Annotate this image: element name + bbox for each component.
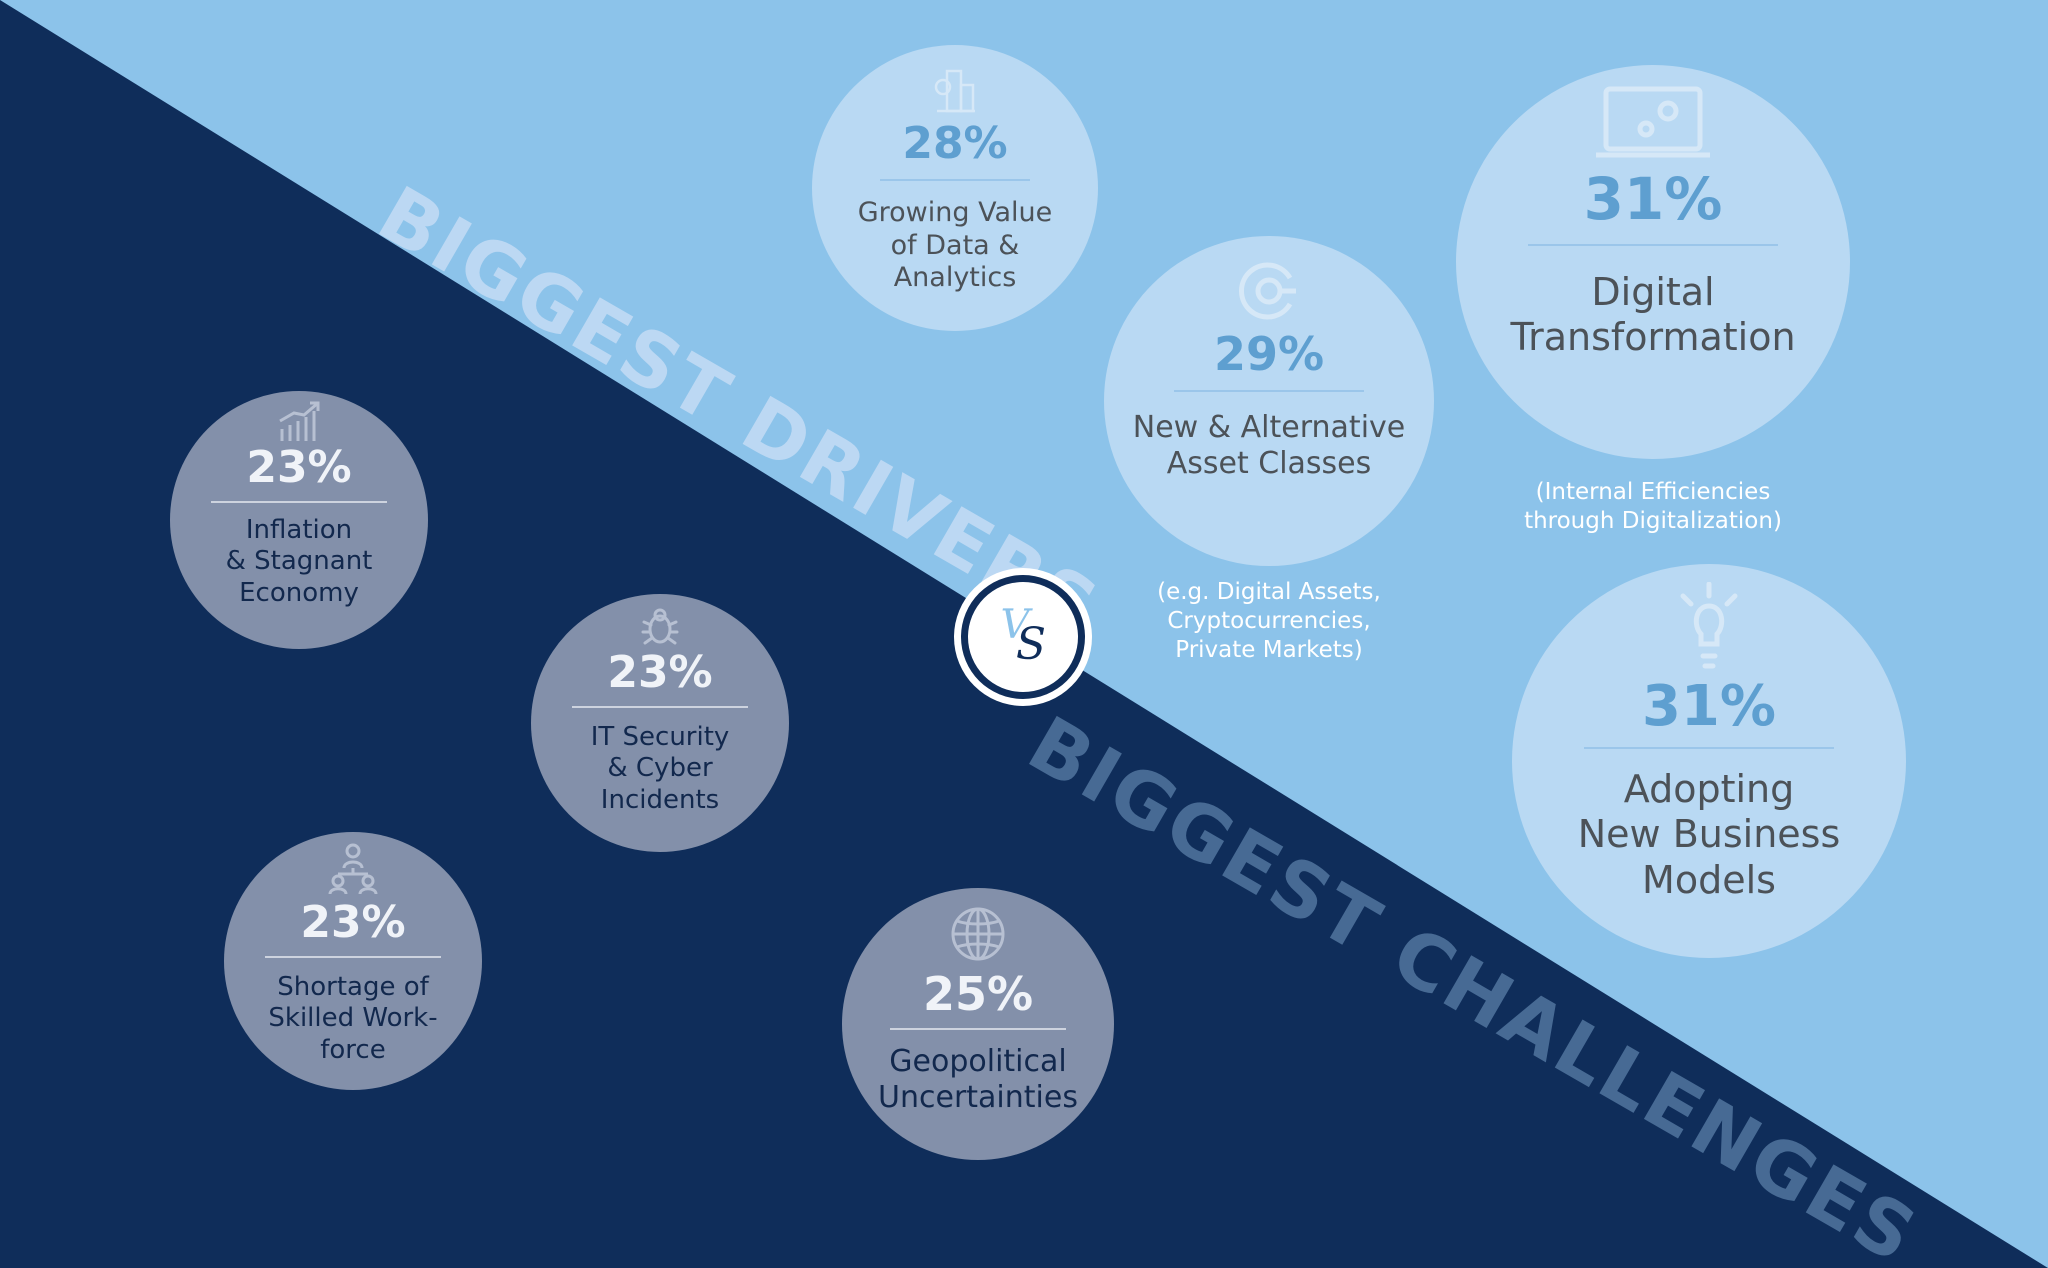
- percent: 23%: [300, 897, 406, 948]
- vs-letter-s: S: [1016, 619, 1046, 670]
- driver-bubble-asset-classes: 29% New & Alternative Asset Classes: [1104, 236, 1434, 566]
- label-line: New Business: [1577, 812, 1841, 857]
- label-line: IT Security: [590, 722, 730, 753]
- divider: [880, 179, 1030, 182]
- challenge-bubble-it-security: 23% IT Security & Cyber Incidents: [531, 594, 789, 852]
- label-line: Economy: [239, 577, 359, 608]
- divider: [265, 956, 441, 959]
- label: Adopting New Business Models: [1559, 767, 1859, 904]
- divider: [890, 1028, 1066, 1031]
- vs-letter-v: V: [1001, 602, 1034, 648]
- label-line: Asset Classes: [1166, 446, 1372, 482]
- driver-bubble-data-analytics: 28% Growing Value of Data & Analytics: [812, 45, 1098, 331]
- vs-badge: V S: [954, 568, 1092, 706]
- label-line: & Stagnant: [225, 546, 373, 577]
- percent: 31%: [1641, 674, 1777, 739]
- label-line: Models: [1642, 857, 1776, 902]
- label-line: Inflation: [245, 515, 353, 546]
- percent: 23%: [246, 442, 352, 493]
- challenge-bubble-skilled-workforce: 23% Shortage of Skilled Work- force: [224, 832, 482, 1090]
- label-line: Shortage of: [277, 972, 429, 1003]
- label: IT Security & Cyber Incidents: [560, 722, 760, 816]
- people-network-icon: [328, 843, 378, 895]
- asset-classes-icon: [1239, 262, 1296, 320]
- divider: [572, 706, 748, 709]
- divider: [1584, 746, 1834, 749]
- percent: 28%: [902, 118, 1008, 169]
- challenge-bubble-geopolitical: 25% Geopolitical Uncertainties: [842, 888, 1114, 1160]
- label-line: Transformation: [1510, 315, 1796, 360]
- percent: 29%: [1213, 327, 1325, 381]
- label-line: Growing Value: [857, 197, 1053, 229]
- percent: 31%: [1583, 165, 1723, 233]
- percent: 25%: [922, 967, 1034, 1021]
- label: Geopolitical Uncertainties: [858, 1044, 1098, 1116]
- globe-icon: [951, 907, 1005, 961]
- lightbulb-icon: [1680, 582, 1738, 669]
- label: Digital Transformation: [1483, 270, 1823, 361]
- divider: [211, 501, 387, 504]
- label-line: & Cyber: [607, 753, 713, 784]
- label-line: Skilled Work-: [268, 1003, 438, 1034]
- label-line: Uncertainties: [878, 1080, 1078, 1116]
- digital-transformation-note: (Internal Efficiencies through Digitaliz…: [1524, 479, 1782, 534]
- growth-chart-icon: [279, 401, 320, 441]
- label: Growing Value of Data & Analytics: [840, 197, 1070, 294]
- label: Shortage of Skilled Work- force: [253, 972, 453, 1066]
- label-line: Digital: [1591, 269, 1715, 314]
- label-line: Analytics: [893, 261, 1017, 293]
- label: Inflation & Stagnant Economy: [194, 515, 404, 609]
- divider: [1528, 243, 1778, 246]
- label-line: force: [320, 1034, 386, 1065]
- laptop-gears-icon: [1596, 86, 1710, 158]
- label-line: Geopolitical: [889, 1044, 1067, 1080]
- label-line: of Data &: [890, 229, 1020, 261]
- driver-bubble-digital-transformation: 31% Digital Transformation: [1456, 65, 1850, 459]
- driver-bubble-business-models: 31% Adopting New Business Models: [1512, 564, 1906, 958]
- badge-center: [968, 582, 1078, 692]
- divider: [1174, 390, 1364, 393]
- challenge-bubble-inflation: 23% Inflation & Stagnant Economy: [170, 391, 428, 649]
- percent: 23%: [607, 647, 713, 698]
- asset-classes-note: (e.g. Digital Assets, Cryptocurrencies, …: [1157, 579, 1381, 663]
- label-line: Incidents: [600, 784, 720, 815]
- data-analytics-icon: [934, 69, 975, 113]
- label: New & Alternative Asset Classes: [1124, 410, 1414, 482]
- bug-icon: [641, 608, 679, 645]
- label-line: New & Alternative: [1132, 410, 1406, 446]
- label-line: Adopting: [1623, 766, 1795, 811]
